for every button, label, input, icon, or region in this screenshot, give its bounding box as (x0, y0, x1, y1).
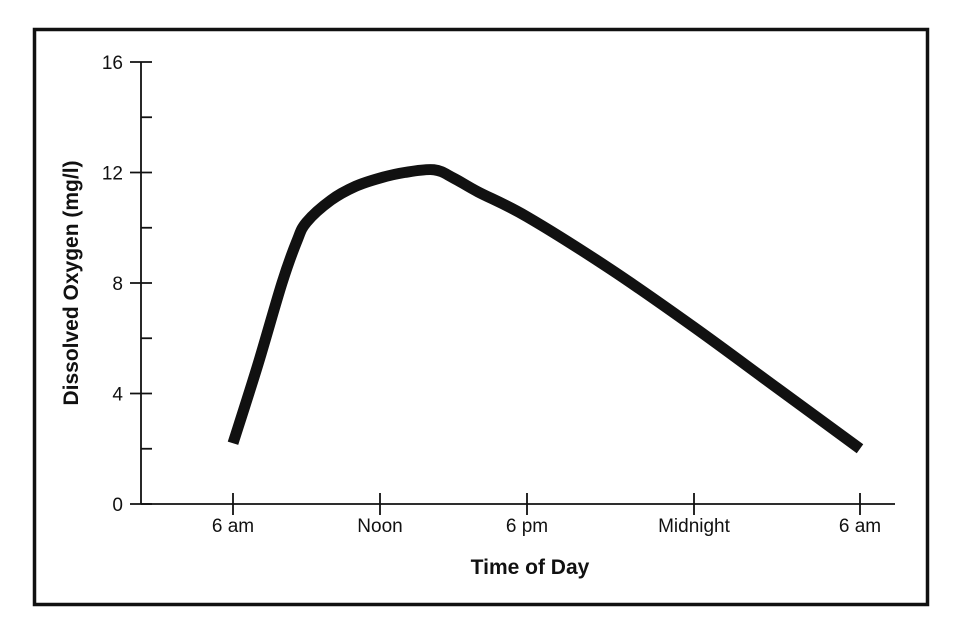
x-tick-label: Midnight (658, 516, 731, 537)
y-tick-label: 4 (112, 385, 123, 406)
x-tick-label: 6 am (839, 516, 881, 537)
y-tick-label: 8 (112, 274, 123, 295)
x-tick-label: 6 pm (506, 516, 548, 537)
series-line-dissolved-oxygen (227, 164, 864, 454)
x-tick-label: 6 am (212, 516, 254, 537)
y-tick-label: 0 (112, 495, 123, 516)
y-tick-label: 16 (102, 53, 123, 74)
x-axis-label: Time of Day (471, 556, 590, 579)
chart-frame (32, 27, 930, 607)
y-tick-label: 12 (102, 164, 123, 185)
y-axis-label: Dissolved Oxygen (mg/l) (60, 160, 83, 405)
x-tick-label: Noon (357, 516, 402, 537)
